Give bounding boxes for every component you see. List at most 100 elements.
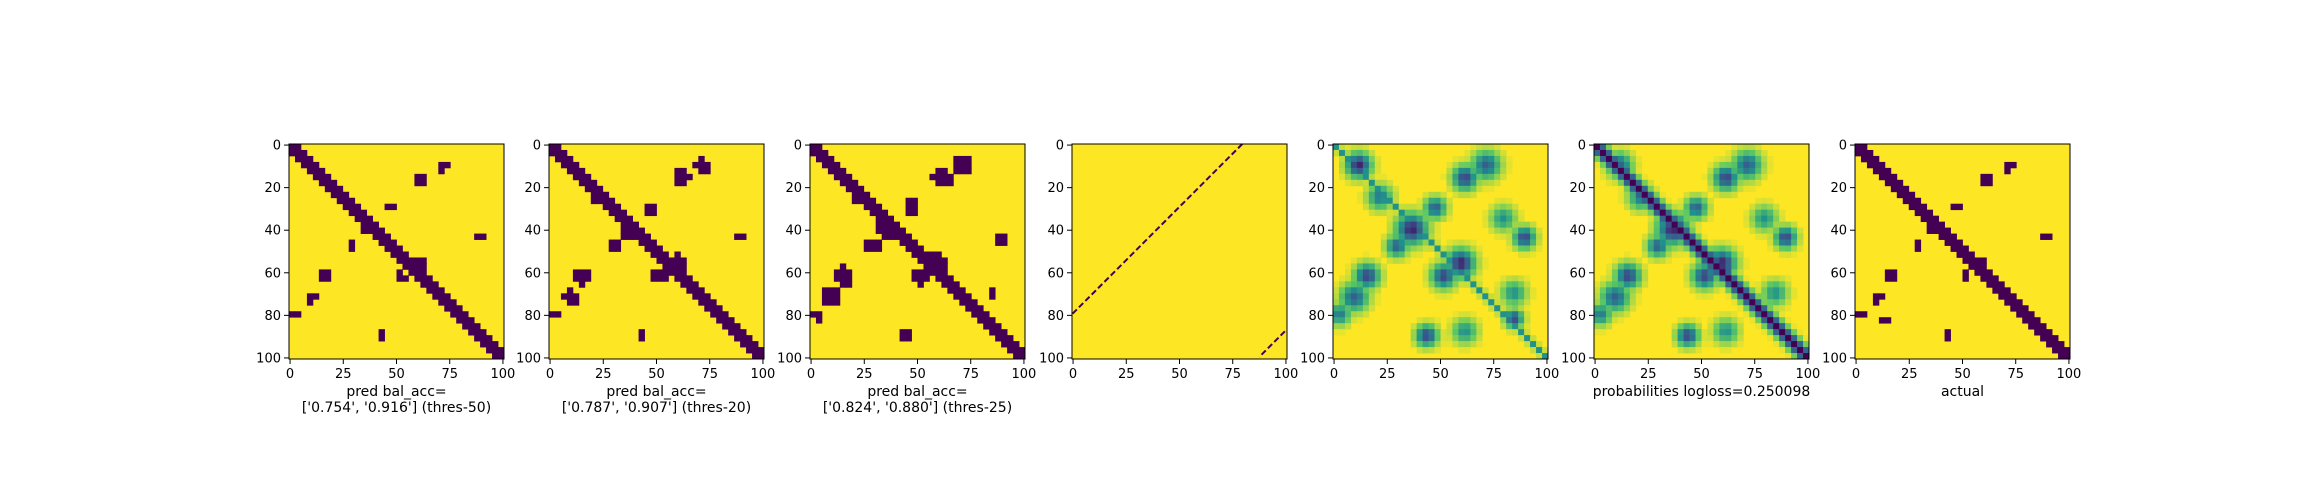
heatmap-cell — [863, 239, 871, 246]
heatmap-cell — [1476, 179, 1483, 187]
heatmap-cell — [1920, 215, 1928, 223]
heatmap-cell — [1356, 299, 1364, 306]
heatmap-cell — [549, 144, 556, 151]
heatmap-cell — [1689, 281, 1696, 288]
heatmap-cell — [1605, 149, 1613, 157]
heatmap-cells — [1855, 144, 2071, 360]
heatmap-cell — [1617, 173, 1625, 181]
heatmap-cell — [1494, 173, 1501, 181]
heatmap-background — [1072, 144, 1287, 359]
heatmap-cell — [1962, 257, 1969, 264]
heatmap-cell — [1428, 275, 1435, 282]
heatmap-cell — [1695, 209, 1702, 217]
heatmap-cell — [1707, 185, 1714, 193]
heatmap-cell — [1683, 323, 1690, 330]
heatmap-cell — [1428, 317, 1435, 324]
heatmap-cell — [1761, 227, 1768, 234]
heatmap-cell — [2004, 299, 2011, 306]
heatmap-cell — [590, 191, 598, 199]
heatmap-cell — [1791, 245, 1798, 252]
heatmap-cell — [1368, 299, 1376, 306]
heatmap-cell — [1623, 281, 1631, 288]
heatmap-cell — [1524, 233, 1531, 240]
heatmap-cell — [1344, 161, 1352, 169]
heatmap-cell — [1773, 305, 1780, 312]
heatmap-cell — [941, 263, 948, 270]
heatmap-cell — [1482, 149, 1489, 157]
heatmap-cell — [638, 227, 645, 234]
heatmap-cell — [1785, 329, 1792, 336]
heatmap-cell — [1785, 317, 1792, 324]
heatmap-cell — [1938, 233, 1945, 240]
heatmap-cell — [1518, 287, 1525, 294]
heatmap-cell — [935, 251, 942, 258]
x-tick-label: 50 — [648, 367, 665, 382]
heatmap-cell — [474, 323, 481, 330]
heatmap-cell — [1488, 227, 1495, 234]
heatmap-cell — [1428, 233, 1435, 240]
contact-line — [1258, 330, 1286, 358]
heatmap-cell — [1629, 257, 1637, 264]
heatmap-cell — [821, 161, 829, 169]
heatmap-cell — [680, 167, 687, 175]
heatmap-cell — [1374, 209, 1382, 217]
heatmap-cell — [857, 185, 865, 193]
heatmap-cell — [1677, 323, 1684, 330]
heatmap-cell — [1506, 293, 1513, 300]
heatmap-cell — [1701, 197, 1708, 205]
heatmap-cell — [1500, 323, 1507, 330]
heatmap-cell — [390, 245, 397, 252]
heatmap-cell — [1737, 341, 1744, 348]
heatmap-cell — [833, 299, 841, 306]
heatmap-cell — [1707, 179, 1714, 187]
heatmap-cell — [827, 155, 835, 163]
heatmap-cell — [1452, 275, 1459, 282]
heatmap-cell — [911, 239, 918, 246]
y-tick-label: 100 — [256, 351, 281, 366]
heatmap-cell — [1524, 245, 1531, 252]
heatmap-cell — [1464, 173, 1471, 181]
heatmap-cell — [810, 144, 817, 151]
heatmap-cell — [1653, 197, 1661, 205]
heatmap-cell — [1950, 239, 1957, 246]
heatmap-cell — [1410, 209, 1418, 217]
heatmap-cell — [438, 287, 445, 294]
heatmap-cell — [1773, 281, 1780, 288]
y-tick-label: 60 — [264, 266, 281, 281]
heatmap-cell — [1506, 167, 1513, 175]
heatmap-cell — [426, 281, 433, 288]
heatmap-cell — [1773, 317, 1780, 324]
heatmap-cell — [1707, 269, 1714, 276]
heatmap-cell — [1968, 251, 1975, 258]
heatmap-cell — [1872, 155, 1880, 163]
heatmap-cell — [414, 275, 421, 282]
heatmap-cell — [1488, 185, 1495, 193]
y-tick-label: 80 — [264, 309, 281, 324]
heatmap-cell — [1866, 155, 1874, 163]
heatmap-cell — [1001, 239, 1008, 246]
heatmap-cell — [1476, 281, 1483, 288]
heatmap-cell — [420, 173, 427, 181]
heatmap-cell — [1797, 227, 1804, 234]
heatmap-cell — [1512, 305, 1519, 312]
heatmap-cell — [1701, 251, 1708, 258]
heatmap-cell — [857, 191, 865, 199]
heatmap-cell — [1374, 275, 1382, 282]
heatmap-cell — [644, 209, 651, 217]
heatmap-cell — [1333, 144, 1340, 151]
heatmap-cell — [1594, 281, 1601, 288]
heatmap-cell — [566, 293, 574, 300]
heatmap-cell — [1530, 233, 1537, 240]
heatmap-cell — [1488, 305, 1495, 312]
heatmap-cell — [1701, 341, 1708, 348]
heatmap-cell — [1362, 144, 1370, 151]
heatmap-cell — [1594, 155, 1601, 163]
heatmap-cell — [626, 221, 634, 229]
heatmap-cell — [1333, 317, 1340, 324]
heatmap-cell — [1773, 335, 1780, 342]
heatmap-cell — [1611, 144, 1619, 151]
heatmap-cell — [839, 263, 847, 270]
heatmap-cell — [2034, 329, 2041, 336]
heatmap-cell — [650, 203, 657, 211]
heatmap-cell — [1737, 257, 1744, 264]
